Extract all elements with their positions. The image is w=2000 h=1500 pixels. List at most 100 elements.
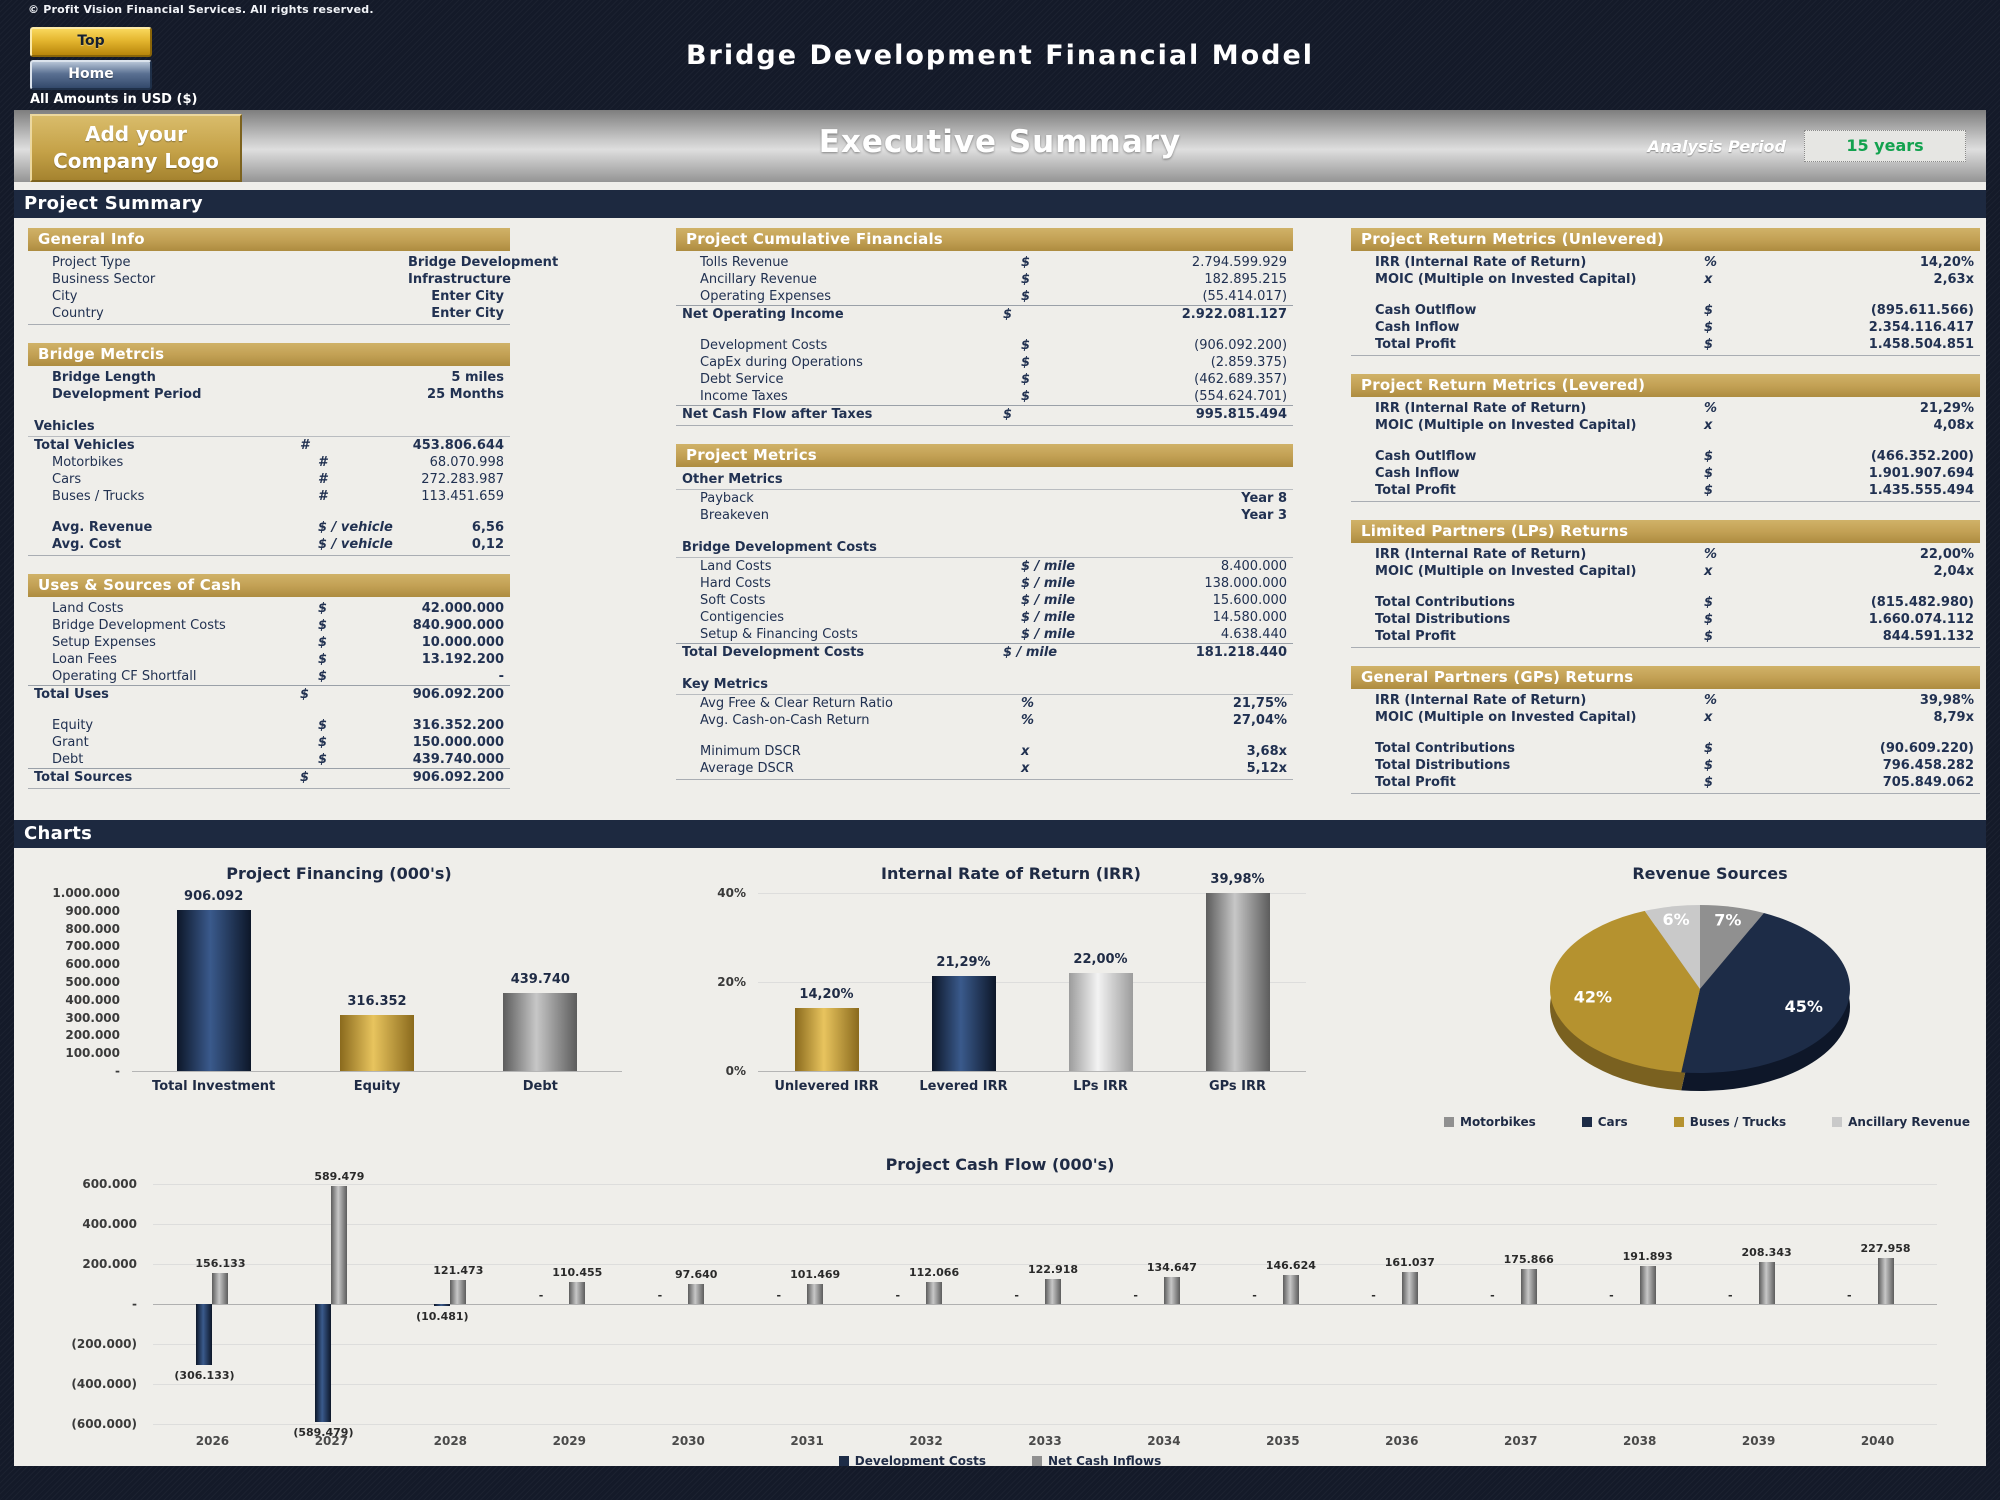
- row-unit: x: [1704, 710, 1713, 725]
- row-label: Avg. Revenue: [52, 520, 153, 535]
- row-unit: %: [1704, 547, 1718, 562]
- row-unit: x: [1704, 418, 1713, 433]
- row-value: 14.580.000: [1212, 610, 1288, 625]
- pie-slice-label: 45%: [1785, 997, 1823, 1016]
- panels-middle-column: Project Cumulative Financials Tolls Reven…: [676, 228, 1294, 812]
- row-value: 4.638.440: [1220, 627, 1288, 642]
- row-value: 2,04x: [1933, 564, 1974, 579]
- panels-right-column: Project Return Metrics (Unlevered) IRR (I…: [1351, 228, 1980, 812]
- row-unit: #: [318, 472, 328, 487]
- row-unit: $: [318, 652, 328, 667]
- table-row: Net Operating Income $2.922.081.127: [676, 305, 1294, 323]
- row-label: Soft Costs: [700, 593, 766, 608]
- row-label: Avg. Cost: [52, 537, 122, 552]
- row-value: 2.794.599.929: [1191, 255, 1288, 270]
- table-row: Cash Outlflow $ (895.611.566): [1351, 302, 1980, 319]
- row-label: IRR (Internal Rate of Return): [1375, 401, 1587, 416]
- y-tick-label: 20%: [717, 975, 746, 989]
- row-unit: $: [1704, 483, 1714, 498]
- spacer-row: [676, 524, 1293, 538]
- row-label: Land Costs: [52, 601, 124, 616]
- x-tick-label: 2038: [1622, 1434, 1657, 1448]
- spacer-row: [28, 403, 510, 417]
- gridline: [153, 1384, 1937, 1385]
- bar-net-cash-inflows: [331, 1186, 348, 1304]
- x-tick-label: 2032: [909, 1434, 943, 1448]
- panel-title: General Partners (GPs) Returns: [1351, 666, 1980, 689]
- spacer-row: [676, 729, 1293, 743]
- table-row: Avg. Cost $ / vehicle 0,12: [28, 536, 510, 553]
- row-value: 14,20%: [1919, 255, 1974, 270]
- panel-title: Project Return Metrics (Levered): [1351, 374, 1980, 397]
- table-row: MOIC (Multiple on Invested Capital) x 2,63…: [1351, 271, 1980, 288]
- panel-uses-sources: Uses & Sources of Cash Land Costs $42.000.…: [28, 574, 510, 789]
- bar-category-label: Debt: [522, 1079, 558, 1094]
- row-unit: $: [318, 669, 328, 684]
- row-value: 6,56: [471, 520, 504, 535]
- revenue-pie-mount: 7% 45% 42% 6%: [1440, 893, 1980, 1109]
- row-unit: x: [1704, 272, 1713, 287]
- row-label: Total Distributions: [1375, 612, 1511, 627]
- dev-cost-label: -: [776, 1289, 782, 1302]
- bar-development-costs: [196, 1304, 213, 1365]
- legend-item: Cars: [1581, 1115, 1628, 1129]
- company-logo-placeholder[interactable]: Add your Company Logo: [30, 114, 242, 182]
- panel-return-unlevered: Project Return Metrics (Unlevered) IRR (I…: [1351, 228, 1980, 356]
- row-label: CapEx during Operations: [700, 355, 863, 370]
- row-label: Total Vehicles: [34, 438, 135, 453]
- row-value: 25 Months: [427, 387, 504, 402]
- table-row: MOIC (Multiple on Invested Capital) x 2,04…: [1351, 563, 1980, 580]
- row-label: Cash Inflow: [1375, 466, 1460, 481]
- row-unit: $: [1704, 449, 1714, 464]
- panel-cumulative-financials: Project Cumulative Financials Tolls Reven…: [676, 228, 1294, 426]
- panel-title: Uses & Sources of Cash: [28, 574, 510, 597]
- dev-cost-label: -: [538, 1289, 544, 1302]
- executive-summary-band: Add your Company Logo Executive Summary …: [14, 110, 1986, 182]
- row-unit: $: [1704, 320, 1714, 335]
- panel-title: Project Return Metrics (Unlevered): [1351, 228, 1980, 251]
- row-label: IRR (Internal Rate of Return): [1375, 693, 1587, 708]
- cashflow-plot: 600.000 400.000 200.000 - (200.000) (400.000)…: [71, 1170, 1937, 1448]
- table-row: Motorbikes #68.070.998: [28, 454, 510, 471]
- table-row: Hard Costs $ / mile 138.000.000: [676, 575, 1293, 592]
- panel-gps-returns: General Partners (GPs) Returns IRR (Inter…: [1351, 666, 1980, 794]
- legend-swatch: [1444, 1117, 1454, 1127]
- analysis-period-input[interactable]: 15 years: [1804, 130, 1966, 162]
- table-row: Total Development Costs $ / mile 181.218.4…: [676, 643, 1294, 661]
- row-label: Total Distributions: [1375, 758, 1511, 773]
- y-tick-label: (600.000): [71, 1417, 137, 1431]
- row-label: Country: [52, 306, 104, 321]
- row-label: Total Contributions: [1375, 595, 1516, 610]
- home-button[interactable]: Home: [30, 60, 152, 90]
- bar-net-cash-inflows: [926, 1282, 943, 1304]
- gridline: [758, 893, 1306, 894]
- row-unit: $: [1704, 758, 1714, 773]
- table-row: Operating CF Shortfall $ -: [28, 668, 510, 685]
- row-label: IRR (Internal Rate of Return): [1375, 547, 1587, 562]
- row-label: Total Contributions: [1375, 741, 1516, 756]
- row-value: 906.092.200: [412, 770, 504, 785]
- table-row: Development Costs $ (906.092.200): [676, 337, 1293, 354]
- row-unit: $: [300, 770, 310, 785]
- top-button[interactable]: Top: [30, 27, 152, 57]
- table-row: Cars #272.283.987: [28, 471, 510, 488]
- x-tick-label: 2033: [1028, 1434, 1062, 1448]
- row-label: Grant: [52, 735, 89, 750]
- row-label: Ancillary Revenue: [700, 272, 817, 287]
- panel-title: Project Metrics: [676, 444, 1294, 467]
- row-unit: $: [1704, 612, 1714, 627]
- row-value: 21,75%: [1232, 696, 1288, 711]
- y-tick-label: 900.000: [65, 903, 120, 918]
- row-value: 2.922.081.127: [1181, 307, 1288, 322]
- gridline: [153, 1224, 1937, 1225]
- table-row: Income Taxes $ (554.624.701): [676, 388, 1293, 405]
- x-tick-label: 2037: [1504, 1434, 1538, 1448]
- chart-plot: 40% 20% 0% 14,20% Unlevered IRR 21,29% Levered…: [717, 872, 1306, 1094]
- legend-swatch: [838, 1456, 849, 1466]
- row-label: Total Profit: [1375, 629, 1456, 644]
- table-row: Development Period 25 Months: [28, 386, 510, 403]
- bar-value-label: 227.958: [1860, 1242, 1911, 1255]
- row-unit: $ / vehicle: [318, 537, 393, 552]
- bar-levered-irr: [931, 976, 996, 1071]
- row-value: 995.815.494: [1195, 407, 1288, 422]
